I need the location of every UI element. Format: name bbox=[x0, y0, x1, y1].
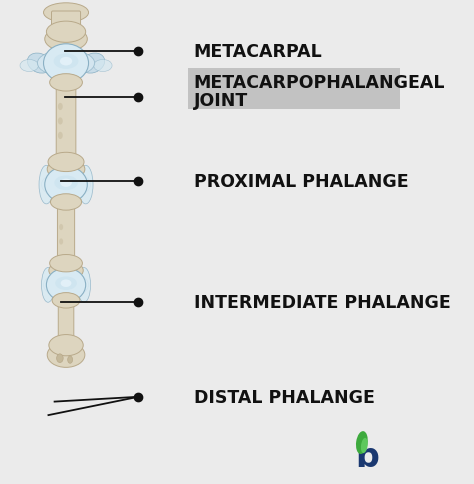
Ellipse shape bbox=[356, 431, 368, 454]
Ellipse shape bbox=[60, 179, 72, 187]
Ellipse shape bbox=[68, 356, 73, 363]
FancyBboxPatch shape bbox=[57, 202, 74, 265]
Text: PROXIMAL PHALANGE: PROXIMAL PHALANGE bbox=[194, 173, 408, 191]
Ellipse shape bbox=[42, 268, 55, 302]
Ellipse shape bbox=[47, 159, 85, 181]
Ellipse shape bbox=[51, 195, 82, 211]
Ellipse shape bbox=[27, 54, 52, 74]
Ellipse shape bbox=[48, 153, 84, 172]
Ellipse shape bbox=[45, 28, 87, 52]
Ellipse shape bbox=[50, 255, 82, 272]
Ellipse shape bbox=[39, 166, 54, 204]
Ellipse shape bbox=[55, 277, 77, 290]
Ellipse shape bbox=[49, 335, 83, 356]
Ellipse shape bbox=[61, 280, 72, 287]
Ellipse shape bbox=[94, 60, 112, 73]
Ellipse shape bbox=[42, 172, 91, 198]
Text: JOINT: JOINT bbox=[194, 92, 248, 110]
Ellipse shape bbox=[56, 354, 63, 363]
Ellipse shape bbox=[77, 268, 91, 302]
Ellipse shape bbox=[81, 54, 105, 74]
Text: b: b bbox=[356, 439, 380, 472]
Ellipse shape bbox=[44, 273, 89, 298]
Ellipse shape bbox=[55, 176, 78, 191]
Ellipse shape bbox=[58, 133, 63, 140]
Ellipse shape bbox=[46, 22, 86, 43]
Ellipse shape bbox=[20, 60, 38, 73]
Ellipse shape bbox=[37, 51, 95, 77]
Text: METACARPAL: METACARPAL bbox=[194, 43, 322, 61]
FancyBboxPatch shape bbox=[188, 69, 401, 110]
Ellipse shape bbox=[78, 166, 93, 204]
Ellipse shape bbox=[361, 438, 368, 453]
Ellipse shape bbox=[49, 261, 83, 281]
Ellipse shape bbox=[59, 225, 63, 231]
Ellipse shape bbox=[47, 343, 85, 368]
FancyBboxPatch shape bbox=[56, 83, 76, 164]
Ellipse shape bbox=[45, 167, 87, 203]
Ellipse shape bbox=[60, 58, 72, 66]
FancyBboxPatch shape bbox=[58, 300, 74, 345]
Ellipse shape bbox=[46, 269, 86, 302]
Ellipse shape bbox=[44, 4, 89, 23]
Ellipse shape bbox=[44, 45, 89, 83]
Ellipse shape bbox=[59, 239, 63, 245]
Ellipse shape bbox=[52, 293, 80, 308]
Ellipse shape bbox=[58, 118, 63, 125]
Ellipse shape bbox=[50, 75, 82, 92]
FancyBboxPatch shape bbox=[52, 12, 81, 34]
Ellipse shape bbox=[54, 54, 78, 70]
Ellipse shape bbox=[58, 104, 63, 111]
Text: INTERMEDIATE PHALANGE: INTERMEDIATE PHALANGE bbox=[194, 293, 450, 311]
Text: DISTAL PHALANGE: DISTAL PHALANGE bbox=[194, 388, 374, 406]
Text: METACARPOPHALANGEAL: METACARPOPHALANGEAL bbox=[194, 74, 445, 92]
